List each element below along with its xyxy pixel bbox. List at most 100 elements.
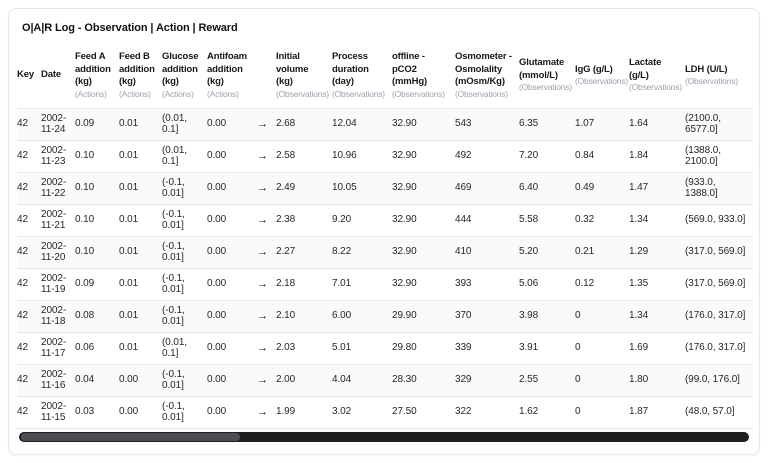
cell-ldh: (176.0, 317.0] xyxy=(685,310,746,322)
cell-feed-b: 0.01 xyxy=(119,278,139,290)
cell-pco2: 32.90 xyxy=(392,182,417,194)
cell-glucose: (-0.1, 0.01] xyxy=(162,208,185,232)
column-header: LDH (U/L) (Observations) xyxy=(685,43,753,109)
cell-antifoam: 0.00 xyxy=(207,374,227,386)
cell-glucose: (-0.1, 0.01] xyxy=(162,240,185,264)
cell-arrow: → xyxy=(257,300,276,332)
column-header-label: Feed B addition (kg) xyxy=(119,51,155,88)
arrow-right-icon: → xyxy=(257,309,268,322)
cell-arrow: → xyxy=(257,108,276,140)
arrow-right-icon: → xyxy=(257,149,268,162)
cell-lactate: 1.87 xyxy=(629,406,649,418)
cell-glutamate: 6.35 xyxy=(519,118,539,130)
cell-osmolality: 492 xyxy=(455,150,472,162)
cell-ldh: (99.0, 176.0] xyxy=(685,374,740,386)
cell-antifoam: 0.00 xyxy=(207,310,227,322)
column-header-label: offline - pCO2 (mmHg) xyxy=(392,51,427,88)
cell-initial-volume: 1.99 xyxy=(276,406,296,418)
table-header-row: Key Date Feed A addition (kg) (Actions) Feed… xyxy=(17,43,753,109)
cell-initial-volume: 2.03 xyxy=(276,342,296,354)
cell-initial-volume: 2.18 xyxy=(276,278,296,290)
column-header-subtitle: (Actions) xyxy=(119,88,151,99)
scrollbar-thumb[interactable] xyxy=(21,432,240,441)
cell-lactate: 1.84 xyxy=(629,150,649,162)
column-header: Feed A addition (kg) (Actions) xyxy=(75,43,119,109)
arrow-right-icon: → xyxy=(257,117,268,130)
cell-arrow: → xyxy=(257,204,276,236)
column-header: Antifoam addition (kg) (Actions) xyxy=(207,43,257,109)
cell-lactate: 1.80 xyxy=(629,374,649,386)
cell-glucose: (0.01, 0.1] xyxy=(162,112,187,136)
cell-key: 42 xyxy=(17,182,28,194)
cell-antifoam: 0.00 xyxy=(207,182,227,194)
cell-date: 2002- 11-16 xyxy=(41,368,67,392)
cell-arrow: → xyxy=(257,332,276,364)
cell-key: 42 xyxy=(17,246,28,258)
page-title: O|A|R Log - Observation | Action | Rewar… xyxy=(22,22,238,34)
column-header-label: Initial volume (kg) xyxy=(276,51,309,88)
cell-lactate: 1.34 xyxy=(629,310,649,322)
cell-pco2: 29.80 xyxy=(392,342,417,354)
cell-osmolality: 339 xyxy=(455,342,472,354)
cell-feed-a: 0.09 xyxy=(75,118,95,130)
table-header: Key Date Feed A addition (kg) (Actions) Feed… xyxy=(17,43,753,109)
cell-feed-b: 0.01 xyxy=(119,342,139,354)
column-header-subtitle: (Observations) xyxy=(455,88,508,99)
cell-igg: 0.32 xyxy=(575,214,595,226)
column-header: Date xyxy=(41,43,75,109)
cell-glutamate: 1.62 xyxy=(519,406,539,418)
column-header-subtitle: (Observations) xyxy=(685,76,738,87)
cell-lactate: 1.29 xyxy=(629,246,649,258)
column-header-subtitle: (Actions) xyxy=(162,88,194,99)
cell-igg: 0 xyxy=(575,310,581,322)
cell-key: 42 xyxy=(17,406,28,418)
column-header: Feed B addition (kg) (Actions) xyxy=(119,43,162,109)
cell-ldh: (2100.0, 6577.0] xyxy=(685,112,721,136)
cell-key: 42 xyxy=(17,374,28,386)
cell-igg: 0.84 xyxy=(575,150,595,162)
cell-igg: 1.07 xyxy=(575,118,595,130)
column-header: IgG (g/L) (Observations) xyxy=(575,43,629,109)
cell-arrow: → xyxy=(257,364,276,396)
cell-arrow: → xyxy=(257,268,276,300)
cell-date: 2002- 11-17 xyxy=(41,336,67,360)
arrow-right-icon: → xyxy=(257,181,268,194)
cell-ldh: (48.0, 57.0] xyxy=(685,406,735,418)
horizontal-scrollbar[interactable] xyxy=(19,431,749,442)
cell-igg: 0.12 xyxy=(575,278,595,290)
cell-ldh: (933.0, 1388.0] xyxy=(685,176,718,200)
column-header-label: Osmometer - Osmolality (mOsm/Kg) xyxy=(455,51,512,88)
cell-antifoam: 0.00 xyxy=(207,150,227,162)
cell-pco2: 32.90 xyxy=(392,246,417,258)
cell-lactate: 1.34 xyxy=(629,214,649,226)
cell-osmolality: 329 xyxy=(455,374,472,386)
column-header: Glucose addition (kg) (Actions) xyxy=(162,43,207,109)
column-header-subtitle: (Observations) xyxy=(332,88,385,99)
cell-process-duration: 5.01 xyxy=(332,342,352,354)
cell-glucose: (0.01, 0.1] xyxy=(162,336,187,360)
cell-feed-b: 0.01 xyxy=(119,118,139,130)
cell-lactate: 1.47 xyxy=(629,182,649,194)
cell-glucose: (-0.1, 0.01] xyxy=(162,400,185,424)
column-header-label: Key xyxy=(17,69,34,81)
column-header-subtitle: (Observations) xyxy=(575,76,628,87)
cell-lactate: 1.69 xyxy=(629,342,649,354)
column-header: Lactate (g/L) (Observations) xyxy=(629,43,685,109)
cell-pco2: 29.90 xyxy=(392,310,417,322)
cell-date: 2002- 11-15 xyxy=(41,400,67,424)
column-header-label: Lactate (g/L) xyxy=(629,57,662,81)
cell-antifoam: 0.00 xyxy=(207,246,227,258)
cell-feed-a: 0.06 xyxy=(75,342,95,354)
cell-feed-a: 0.10 xyxy=(75,150,95,162)
cell-ldh: (176.0, 317.0] xyxy=(685,342,746,354)
cell-key: 42 xyxy=(17,342,28,354)
cell-process-duration: 9.20 xyxy=(332,214,352,226)
cell-glutamate: 3.98 xyxy=(519,310,539,322)
cell-glutamate: 7.20 xyxy=(519,150,539,162)
cell-arrow: → xyxy=(257,396,276,428)
cell-key: 42 xyxy=(17,310,28,322)
column-header-subtitle: (Observations) xyxy=(276,88,329,99)
cell-feed-b: 0.01 xyxy=(119,246,139,258)
cell-date: 2002- 11-23 xyxy=(41,144,67,168)
cell-process-duration: 3.02 xyxy=(332,406,352,418)
